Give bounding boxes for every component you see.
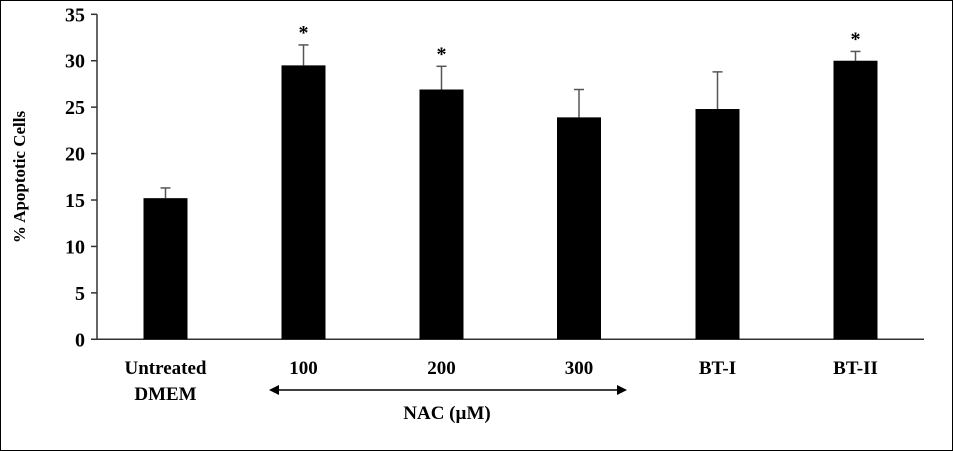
bar [833,60,878,340]
significance-marker: * [437,43,447,65]
x-tick-label: 100 [289,358,318,379]
x-tick-label: Untreated [125,358,207,379]
significance-marker: * [299,22,309,44]
arrow-left-icon [269,385,279,395]
y-tick-label: 15 [65,190,85,212]
group-label: NAC (µM) [403,403,490,424]
bar [695,109,740,340]
y-tick-label: 30 [65,51,85,73]
x-tick-label: 200 [427,358,456,379]
significance-marker: * [851,28,861,50]
y-tick-label: 0 [75,329,85,351]
x-tick-label: BT-I [699,358,736,379]
y-tick-label: 5 [75,283,85,305]
bar [419,89,464,340]
bar [281,65,326,340]
x-tick-label: BT-II [833,358,878,379]
bar [143,198,188,340]
y-tick-label: 20 [65,144,85,166]
arrow-right-icon [617,385,627,395]
x-tick-label: 300 [565,358,594,379]
y-axis-label: % Apoptotic Cells [10,111,29,244]
y-tick-label: 10 [65,236,85,258]
y-tick-label: 35 [65,4,85,26]
bar [557,117,601,340]
y-tick-label: 25 [65,97,85,119]
x-tick-label: DMEM [134,384,196,405]
